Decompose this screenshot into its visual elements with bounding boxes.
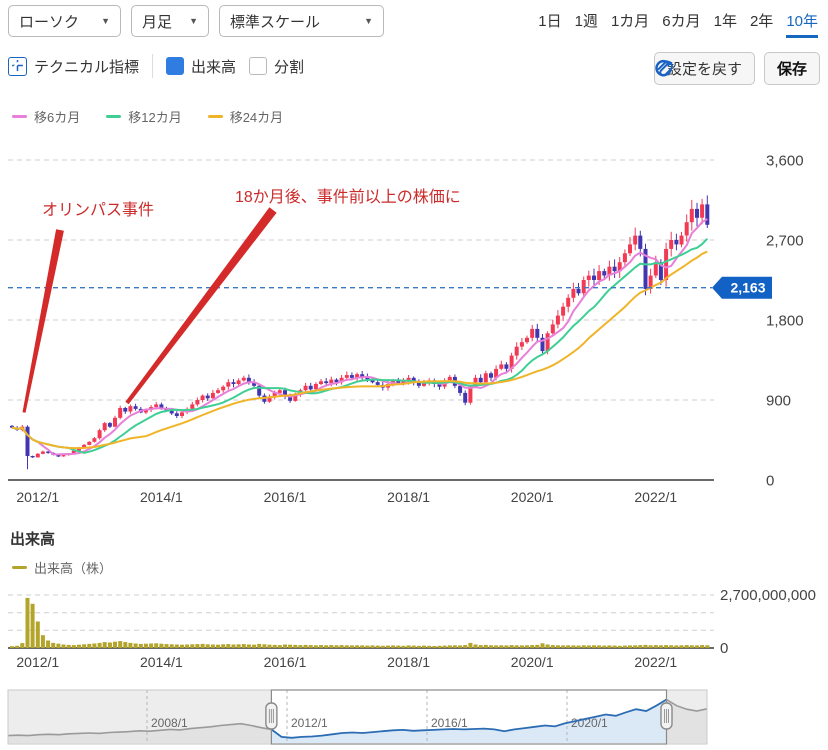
svg-text:2022/1: 2022/1 — [634, 654, 677, 670]
chart-type-select[interactable]: ローソク ▼ — [8, 5, 121, 37]
split-checkbox[interactable]: 分割 — [249, 56, 304, 77]
svg-text:2022/1: 2022/1 — [634, 489, 677, 505]
svg-text:2014/1: 2014/1 — [140, 489, 183, 505]
volume-line-icon — [12, 566, 27, 569]
legend-ma24: 移24カ月 — [207, 107, 284, 126]
toolbar-row-2: ＋ テクニカル指標 出来高 分割 — [8, 54, 304, 78]
paperclip-icon — [657, 60, 673, 76]
reset-settings-button[interactable]: 設定を戻す — [653, 52, 755, 85]
svg-text:3,600: 3,600 — [766, 153, 804, 170]
navigator[interactable]: 2008/1 2012/1 2016/1 2020/1 — [0, 688, 828, 748]
plus-icon: ＋ — [8, 56, 27, 76]
legend-ma12: 移12カ月 — [106, 107, 182, 126]
svg-text:2014/1: 2014/1 — [140, 654, 183, 670]
checkbox-unchecked-icon — [249, 57, 268, 75]
ma12-label: 移12カ月 — [128, 110, 182, 125]
period-label: 月足 — [142, 13, 173, 31]
range-tab-6カ月[interactable]: 6カ月 — [662, 13, 701, 30]
annotation-arrow-recovery — [125, 207, 277, 405]
svg-text:2018/1: 2018/1 — [387, 489, 430, 505]
svg-text:2020/1: 2020/1 — [511, 654, 554, 670]
svg-text:2,700,000,000: 2,700,000,000 — [720, 587, 816, 604]
svg-text:0: 0 — [766, 473, 774, 490]
scale-select[interactable]: 標準スケール ▼ — [219, 5, 384, 37]
toolbar-row-1: ローソク ▼ 月足 ▼ 標準スケール ▼ — [8, 5, 384, 37]
scale-label: 標準スケール — [230, 13, 321, 31]
svg-text:2018/1: 2018/1 — [387, 654, 430, 670]
volume-section-title: 出来高 — [10, 531, 56, 548]
save-label: 保存 — [776, 61, 807, 78]
range-tab-1年[interactable]: 1年 — [713, 13, 737, 30]
volume-checkbox[interactable]: 出来高 — [8, 56, 237, 77]
legend-ma6: 移6カ月 — [12, 107, 80, 126]
volume-series: 2,700,000,000 0 2012/1 2014/1 2016/1 2018/1 20… — [8, 587, 816, 670]
candlestick-series: 3,600 2,700 1,800 900 0 2012/1 2014/1 2016/1 201… — [8, 153, 804, 505]
svg-text:2,163: 2,163 — [730, 280, 765, 296]
range-tab-1週[interactable]: 1週 — [574, 13, 598, 30]
svg-text:2016/1: 2016/1 — [431, 716, 468, 730]
ma6-label: 移6カ月 — [34, 110, 81, 125]
ma6-line-icon — [12, 115, 27, 118]
svg-text:900: 900 — [766, 393, 791, 410]
chevron-down-icon: ▼ — [364, 16, 373, 26]
range-tabs: 1日 1週 1カ月 6カ月 1年 2年 10年 — [538, 10, 818, 38]
svg-text:1,800: 1,800 — [766, 313, 804, 330]
ma24-label: 移24カ月 — [229, 110, 284, 125]
volume-chart[interactable]: 2,700,000,000 0 2012/1 2014/1 2016/1 2018/1 20… — [0, 585, 828, 677]
chart-type-label: ローソク — [19, 13, 80, 31]
navigator-handle-right[interactable] — [660, 702, 673, 730]
svg-text:2,700: 2,700 — [766, 233, 804, 250]
checkbox-checked-icon — [8, 57, 185, 75]
annotation-arrow-event — [22, 229, 64, 413]
main-chart[interactable]: 3,600 2,700 1,800 900 0 2012/1 2014/1 2016/1 201… — [0, 140, 828, 512]
svg-text:0: 0 — [720, 640, 728, 657]
annotation-event-text: オリンパス事件 — [42, 201, 154, 219]
svg-text:2012/1: 2012/1 — [291, 716, 328, 730]
navigator-handle-left[interactable] — [265, 702, 278, 730]
save-button[interactable]: 保存 — [657, 52, 820, 85]
svg-text:2008/1: 2008/1 — [151, 716, 188, 730]
range-tab-1日[interactable]: 1日 — [538, 13, 562, 30]
chevron-down-icon: ▼ — [101, 16, 110, 26]
range-tab-10年[interactable]: 10年 — [786, 10, 818, 38]
period-select[interactable]: 月足 ▼ — [131, 5, 209, 37]
toolbar-actions: 設定を戻す 保存 — [653, 52, 820, 85]
technical-indicator-button[interactable]: ＋ テクニカル指標 — [8, 56, 139, 77]
svg-text:2012/1: 2012/1 — [16, 489, 59, 505]
ma-legend: 移6カ月 移12カ月 移24カ月 — [12, 107, 283, 126]
ma12-line-icon — [106, 115, 122, 118]
ma24-line-icon — [207, 115, 223, 118]
svg-text:2016/1: 2016/1 — [264, 489, 307, 505]
navigator-content: 2008/1 2012/1 2016/1 2020/1 — [7, 689, 708, 745]
volume-checkbox-label: 出来高 — [191, 58, 237, 76]
svg-text:2020/1: 2020/1 — [511, 489, 554, 505]
technical-indicator-label: テクニカル指標 — [34, 58, 140, 76]
divider — [152, 54, 154, 78]
chevron-down-icon: ▼ — [189, 16, 198, 26]
svg-text:2016/1: 2016/1 — [264, 654, 307, 670]
volume-legend: 出来高（株） — [12, 558, 112, 577]
range-tab-2年[interactable]: 2年 — [749, 13, 774, 30]
annotation-recovery-text: 18か月後、事件前以上の株価に — [235, 188, 461, 206]
volume-legend-label: 出来高（株） — [34, 561, 113, 576]
split-checkbox-label: 分割 — [274, 58, 305, 76]
svg-text:2012/1: 2012/1 — [16, 654, 59, 670]
reset-settings-label: 設定を戻す — [666, 61, 742, 78]
range-tab-1カ月[interactable]: 1カ月 — [610, 13, 650, 30]
